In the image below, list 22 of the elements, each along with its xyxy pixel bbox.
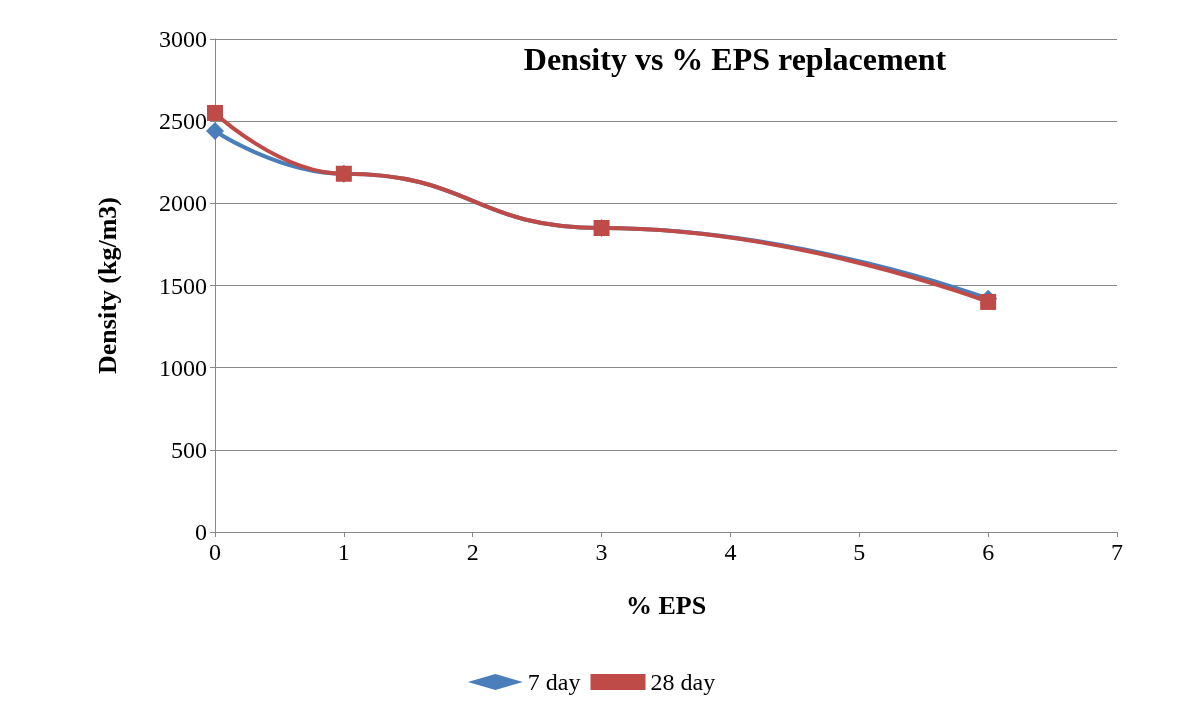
x-tick-label: 7 (1111, 539, 1123, 565)
point (206, 122, 224, 141)
x-tick-label: 2 (466, 539, 479, 565)
y-tick-label: 500 (171, 436, 207, 463)
legend-label: 7 day (527, 669, 581, 695)
x-tick-label: 5 (853, 539, 866, 565)
x-tick-label: 3 (595, 539, 608, 565)
y-tick-label: 2500 (159, 108, 207, 135)
chart-title: Density vs % EPS replacement (523, 41, 947, 77)
y-axis-title: Density (kg/m3) (92, 197, 122, 374)
x-tick-label: 1 (337, 539, 350, 565)
y-tick-label: 1500 (159, 272, 207, 299)
point (207, 104, 223, 121)
legend-label: 28 day (650, 669, 716, 695)
y-tick-label: 0 (195, 519, 207, 545)
point (980, 293, 997, 310)
y-tick-label: 3000 (159, 26, 207, 52)
y-tick-label: 2000 (159, 190, 207, 217)
x-tick-label: 6 (982, 539, 995, 565)
x-axis-title: % EPS (625, 590, 707, 620)
y-tick-label: 1000 (159, 354, 207, 381)
x-tick-label: 4 (724, 539, 737, 565)
